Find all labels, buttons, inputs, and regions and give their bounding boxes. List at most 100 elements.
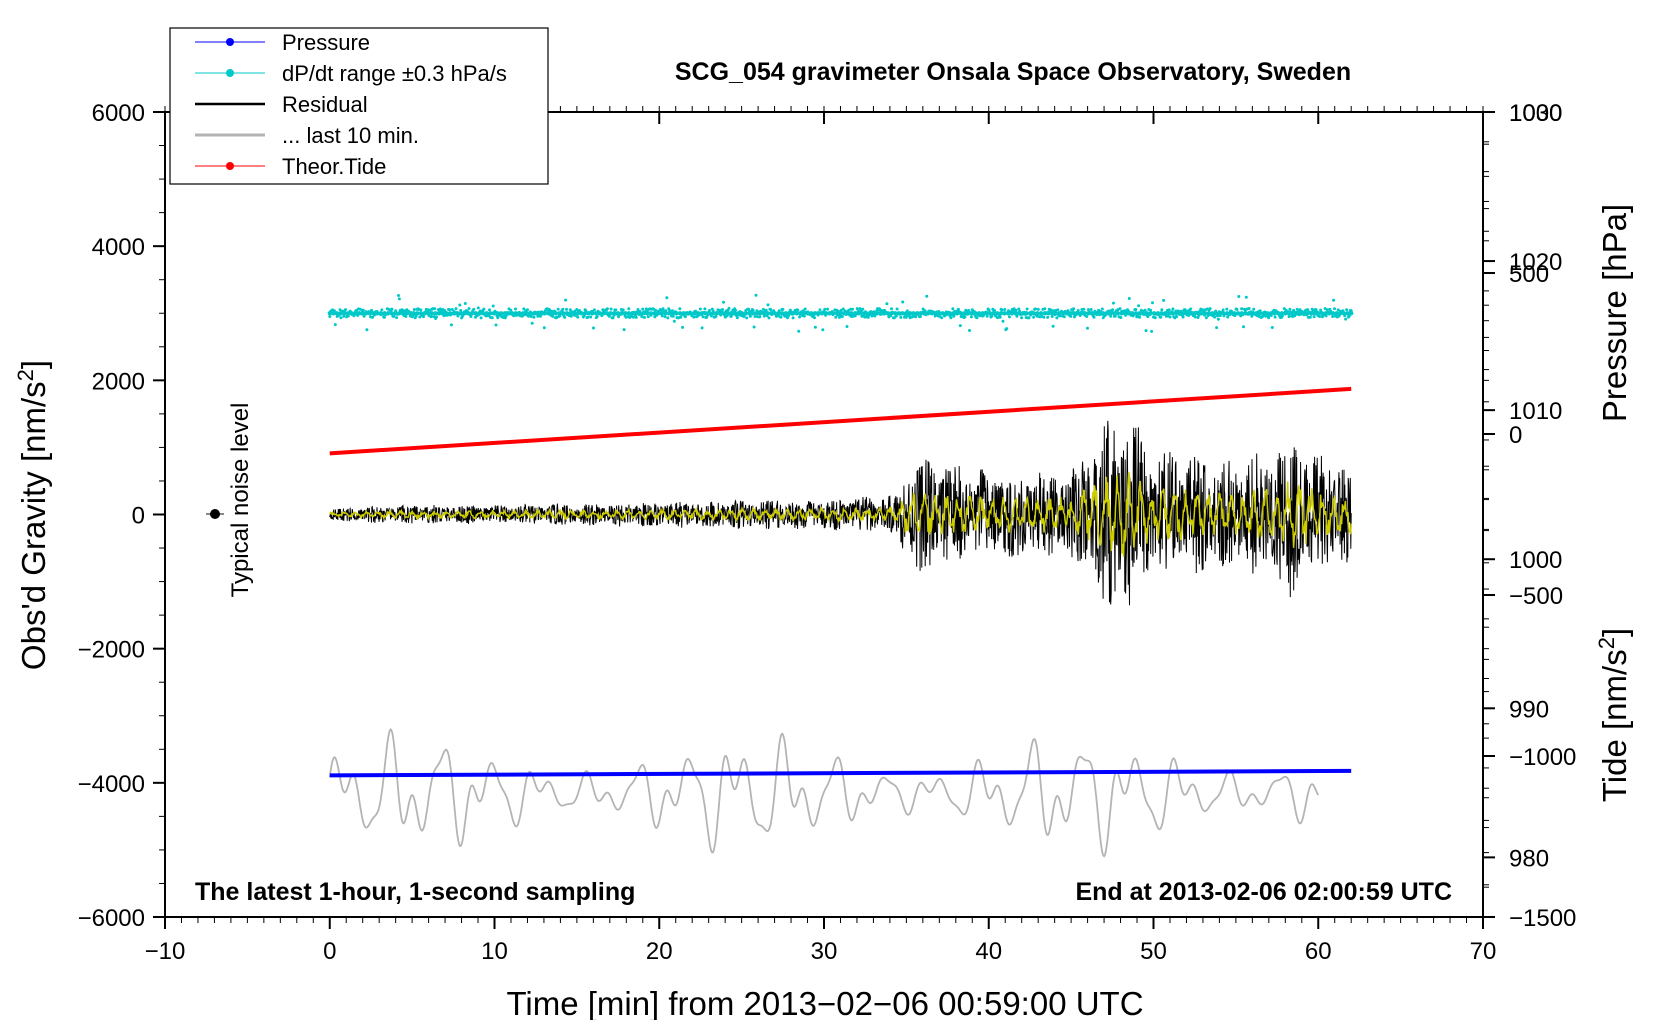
- dpdt-point: [952, 314, 956, 318]
- dpdt-point: [852, 311, 858, 316]
- dpdt-point: [412, 308, 416, 311]
- dpdt-point: [845, 325, 849, 328]
- dpdt-point: [1167, 308, 1171, 312]
- dpdt-point: [1235, 308, 1239, 311]
- dpdt-point: [922, 311, 927, 316]
- dpdt-point: [1204, 316, 1208, 320]
- dpdt-point: [801, 311, 807, 316]
- dpdt-point: [747, 311, 752, 316]
- dpdt-point: [411, 311, 416, 316]
- dpdt-point: [404, 315, 408, 318]
- dpdt-point: [590, 311, 595, 316]
- dpdt-point: [1085, 315, 1089, 318]
- dpdt-point: [826, 307, 829, 311]
- dpdt-point: [615, 311, 621, 316]
- dpdt-point: [995, 311, 1000, 316]
- dpdt-point: [626, 311, 632, 316]
- dpdt-point: [364, 311, 369, 316]
- y-pressure-tick-label: 1030: [1509, 100, 1562, 127]
- dpdt-point: [951, 311, 956, 316]
- dpdt-point: [371, 311, 376, 316]
- dpdt-point: [1312, 311, 1317, 316]
- dpdt-point: [794, 311, 799, 316]
- dpdt-point: [1261, 311, 1266, 316]
- dpdt-point: [556, 307, 560, 311]
- dpdt-point: [903, 311, 909, 316]
- dpdt-point: [1279, 311, 1285, 316]
- dpdt-point: [933, 311, 938, 316]
- dpdt-point: [488, 308, 491, 312]
- legend-label: dP/dt range ±0.3 hPa/s: [282, 61, 507, 86]
- dpdt-point: [375, 311, 380, 316]
- dpdt-point: [342, 311, 347, 316]
- dpdt-point: [958, 324, 962, 328]
- dpdt-point: [1051, 324, 1055, 328]
- subtitle-left: The latest 1-hour, 1-second sampling: [195, 878, 635, 906]
- y-tide-tick-label: 0: [1509, 422, 1522, 449]
- dpdt-point: [706, 311, 712, 316]
- dpdt-point: [1232, 311, 1237, 316]
- dpdt-point: [353, 311, 358, 316]
- dpdt-point: [448, 308, 451, 312]
- dpdt-point: [480, 311, 486, 316]
- dpdt-point: [987, 311, 993, 316]
- dpdt-point: [816, 311, 821, 316]
- dpdt-point: [1093, 311, 1099, 316]
- dpdt-point: [553, 311, 559, 316]
- x-tick-label: 30: [811, 938, 838, 965]
- dpdt-point: [1242, 325, 1245, 329]
- dpdt-point: [659, 311, 664, 316]
- dpdt-point: [827, 311, 832, 316]
- dpdt-point: [911, 311, 916, 316]
- dpdt-point: [956, 307, 960, 311]
- dpdt-point: [426, 311, 431, 316]
- dpdt-point: [1049, 308, 1053, 312]
- dpdt-point: [1150, 329, 1154, 333]
- dpdt-point: [736, 311, 741, 316]
- dpdt-point: [772, 311, 777, 316]
- dpdt-point: [753, 315, 757, 318]
- dpdt-point: [1319, 308, 1323, 312]
- dpdt-point: [858, 307, 862, 311]
- dpdt-point: [1308, 315, 1312, 319]
- dpdt-point: [998, 311, 1004, 316]
- dpdt-point: [361, 308, 365, 312]
- y-axis-title-left-close: ]: [15, 360, 52, 369]
- dpdt-point: [561, 307, 565, 311]
- dpdt-point: [331, 311, 336, 316]
- dpdt-point: [328, 315, 332, 318]
- dpdt-point: [1214, 311, 1219, 316]
- dpdt-point: [1100, 307, 1104, 311]
- legend-label: Pressure: [282, 30, 370, 55]
- dpdt-point: [333, 323, 337, 327]
- dpdt-point: [1306, 308, 1310, 312]
- dpdt-point: [513, 311, 518, 316]
- legend-entry: Theor.Tide: [195, 154, 386, 179]
- dpdt-point: [510, 311, 515, 316]
- dpdt-point: [1216, 317, 1220, 321]
- dpdt-point: [860, 311, 865, 316]
- dpdt-point: [896, 311, 901, 316]
- dpdt-point: [1082, 307, 1086, 311]
- dpdt-point: [495, 311, 500, 316]
- dpdt-point: [1206, 311, 1212, 316]
- dpdt-point: [1119, 311, 1124, 316]
- dpdt-point: [1042, 315, 1046, 319]
- dpdt-point: [1104, 311, 1110, 316]
- dpdt-point: [1334, 311, 1339, 316]
- dpdt-point: [1090, 311, 1095, 316]
- dpdt-point: [608, 311, 613, 316]
- y-pressure-tick-label: 980: [1509, 845, 1549, 872]
- dpdt-point: [395, 316, 399, 320]
- dpdt-point: [1134, 308, 1138, 311]
- dpdt-point: [914, 315, 918, 319]
- dpdt-point: [1002, 311, 1007, 316]
- dpdt-point: [1015, 314, 1019, 318]
- dpdt-point: [1193, 315, 1197, 319]
- series-residual: [329, 420, 1352, 606]
- dpdt-point: [1221, 308, 1225, 312]
- dpdt-point: [692, 311, 697, 316]
- dpdt-point: [727, 306, 731, 310]
- dpdt-point: [1046, 311, 1051, 316]
- dpdt-point: [1305, 311, 1310, 316]
